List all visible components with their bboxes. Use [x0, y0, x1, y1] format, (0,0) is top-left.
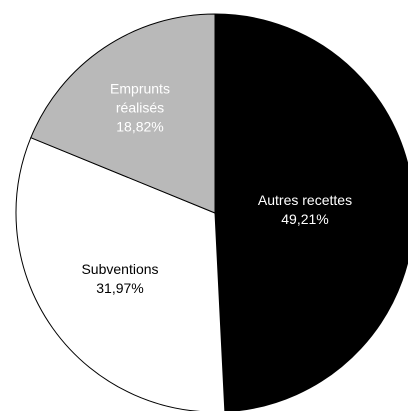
pie-slice	[30, 13, 216, 214]
pie-slice	[15, 137, 226, 411]
value-label: 49,21%	[281, 211, 329, 227]
category-label: Subventions	[81, 261, 159, 277]
value-label: 31,97%	[96, 280, 144, 296]
slice-label: Emprunts réalisés 18,82%	[100, 80, 180, 137]
category-label: Emprunts réalisés	[110, 80, 170, 116]
category-label: Autres recettes	[257, 192, 353, 208]
value-label: 18,82%	[116, 118, 164, 135]
slice-label: Subventions 31,97%	[65, 260, 175, 298]
slice-label: Autres recettes 49,21%	[235, 191, 375, 229]
pie-slice	[214, 13, 408, 411]
